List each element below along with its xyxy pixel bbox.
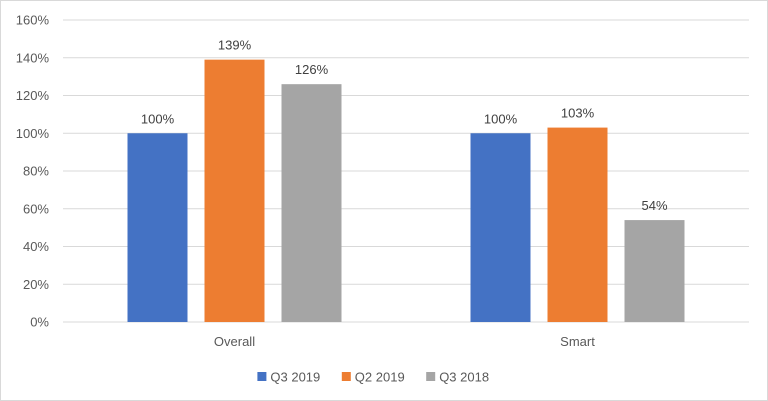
legend-swatch [257,372,267,381]
bar-smart-q2-2019 [547,127,608,323]
bars [127,59,685,323]
y-tick-label: 40% [23,239,49,254]
data-label: 54% [641,198,667,213]
data-label: 126% [295,62,329,77]
legend-swatch [341,372,351,381]
y-tick-label: 120% [16,88,50,103]
legend-label: Q3 2018 [439,370,489,385]
category-label: Smart [560,334,595,349]
data-label: 139% [218,38,252,53]
data-label: 103% [561,106,595,121]
bar-overall-q3-2019 [127,133,188,322]
data-labels: 100% 139% 126% 100% 103% 54% [141,38,668,213]
bar-overall-q3-2018 [281,84,342,322]
legend-label: Q2 2019 [355,370,405,385]
y-tick-label: 160% [16,13,50,28]
x-axis-category-labels: Overall Smart [214,334,595,349]
y-tick-label: 20% [23,277,49,292]
y-tick-label: 80% [23,164,49,179]
bar-smart-q3-2019 [470,133,531,322]
y-tick-label: 60% [23,201,49,216]
legend-item[interactable]: Q3 2018 [426,370,489,385]
y-tick-label: 140% [16,50,50,65]
y-tick-label: 0% [30,315,49,330]
legend[interactable]: Q3 2019 Q2 2019 Q3 2018 [257,370,489,385]
y-axis-tick-labels: 0% 20% 40% 60% 80% 100% 120% 140% 160% [16,13,50,330]
legend-label: Q3 2019 [270,370,320,385]
y-tick-label: 100% [16,126,50,141]
category-label: Overall [214,334,255,349]
data-label: 100% [484,111,518,126]
legend-item[interactable]: Q2 2019 [341,370,405,385]
bar-smart-q3-2018 [624,220,685,322]
bar-overall-q2-2019 [204,59,265,322]
legend-item[interactable]: Q3 2019 [257,370,320,385]
data-label: 100% [141,111,175,126]
legend-swatch [426,372,436,381]
